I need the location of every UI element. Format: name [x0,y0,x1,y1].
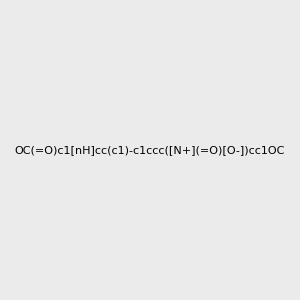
Text: OC(=O)c1[nH]cc(c1)-c1ccc([N+](=O)[O-])cc1OC: OC(=O)c1[nH]cc(c1)-c1ccc([N+](=O)[O-])cc… [15,145,285,155]
